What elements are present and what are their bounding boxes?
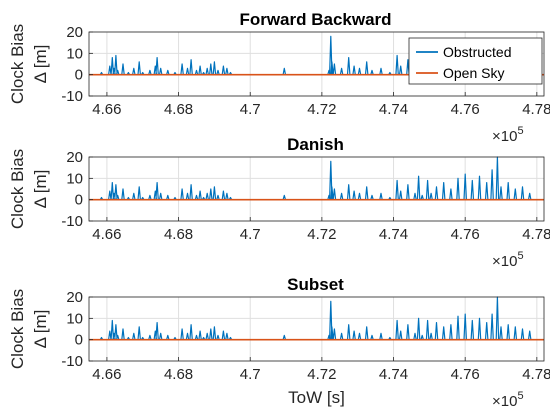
x-tick-label: 4.68 bbox=[164, 226, 193, 243]
y-axis-label-unit: Δ [m] bbox=[31, 45, 50, 84]
legend: Obstructed Open Sky bbox=[408, 37, 543, 85]
plot-area bbox=[89, 297, 544, 361]
y-axis-label-unit: Δ [m] bbox=[31, 170, 50, 209]
y-axis-label: Clock Bias bbox=[8, 289, 27, 369]
y-tick-label: 10 bbox=[66, 310, 83, 327]
y-axis-label-unit: Δ [m] bbox=[31, 310, 50, 349]
y-axis-label: Clock Bias bbox=[8, 149, 27, 229]
x-tick-label: 4.78 bbox=[522, 366, 550, 383]
y-tick-label: 0 bbox=[75, 67, 83, 84]
y-tick-label: -10 bbox=[61, 88, 83, 105]
x-exponent-label: ×105 bbox=[492, 390, 524, 410]
x-tick-label: 4.66 bbox=[92, 366, 121, 383]
x-tick-label: 4.66 bbox=[92, 101, 121, 118]
x-tick-label: 4.76 bbox=[451, 101, 480, 118]
x-tick-label: 4.7 bbox=[240, 226, 261, 243]
x-tick-label: 4.7 bbox=[240, 101, 261, 118]
y-tick-label: 20 bbox=[66, 24, 83, 41]
axes-box bbox=[88, 296, 545, 362]
subplot-2: 4.66 4.68 4.7 4.72 4.74 4.76 4.78 -10 0 10 20 Danis… bbox=[8, 135, 550, 270]
x-tick-label: 4.74 bbox=[379, 101, 408, 118]
y-tick-label: 20 bbox=[66, 149, 83, 166]
legend-label: Obstructed bbox=[443, 44, 511, 60]
y-tick-label: 0 bbox=[75, 192, 83, 209]
y-tick-label: 10 bbox=[66, 170, 83, 187]
x-tick-label: 4.72 bbox=[307, 366, 336, 383]
x-tick-label: 4.78 bbox=[522, 101, 550, 118]
y-axis-label: Clock Bias bbox=[8, 24, 27, 104]
x-tick-label: 4.68 bbox=[164, 366, 193, 383]
y-tick-label: -10 bbox=[61, 353, 83, 370]
axes-box bbox=[88, 156, 545, 222]
x-exponent-label: ×105 bbox=[492, 250, 524, 270]
x-tick-label: 4.78 bbox=[522, 226, 550, 243]
subplot-title: Forward Backward bbox=[239, 10, 391, 29]
x-axis-label: ToW [s] bbox=[288, 388, 345, 407]
plot-area bbox=[89, 157, 544, 221]
legend-box bbox=[408, 37, 543, 85]
x-exponent-label: ×105 bbox=[492, 125, 524, 145]
subplot-3: 4.66 4.68 4.7 4.72 4.74 4.76 4.78 -10 0 10 20 Subse… bbox=[8, 275, 550, 410]
y-tick-label: 20 bbox=[66, 289, 83, 306]
y-tick-label: -10 bbox=[61, 213, 83, 230]
y-tick-label: 0 bbox=[75, 332, 83, 349]
x-tick-label: 4.66 bbox=[92, 226, 121, 243]
subplot-title: Danish bbox=[287, 135, 344, 154]
x-tick-label: 4.7 bbox=[240, 366, 261, 383]
axes-box bbox=[88, 31, 545, 97]
x-tick-label: 4.68 bbox=[164, 101, 193, 118]
x-tick-label: 4.74 bbox=[379, 366, 408, 383]
x-tick-label: 4.72 bbox=[307, 226, 336, 243]
x-tick-label: 4.76 bbox=[451, 226, 480, 243]
subplot-title: Subset bbox=[287, 275, 344, 294]
legend-label: Open Sky bbox=[443, 65, 504, 81]
y-tick-label: 10 bbox=[66, 45, 83, 62]
x-tick-label: 4.72 bbox=[307, 101, 336, 118]
subplot-1: 4.66 4.68 4.7 4.72 4.74 4.76 4.78 -10 0 10 20 Forwa… bbox=[8, 10, 550, 145]
x-tick-label: 4.74 bbox=[379, 226, 408, 243]
series-line-obstructed bbox=[99, 156, 532, 201]
series-line-obstructed bbox=[99, 296, 532, 341]
x-tick-label: 4.76 bbox=[451, 366, 480, 383]
